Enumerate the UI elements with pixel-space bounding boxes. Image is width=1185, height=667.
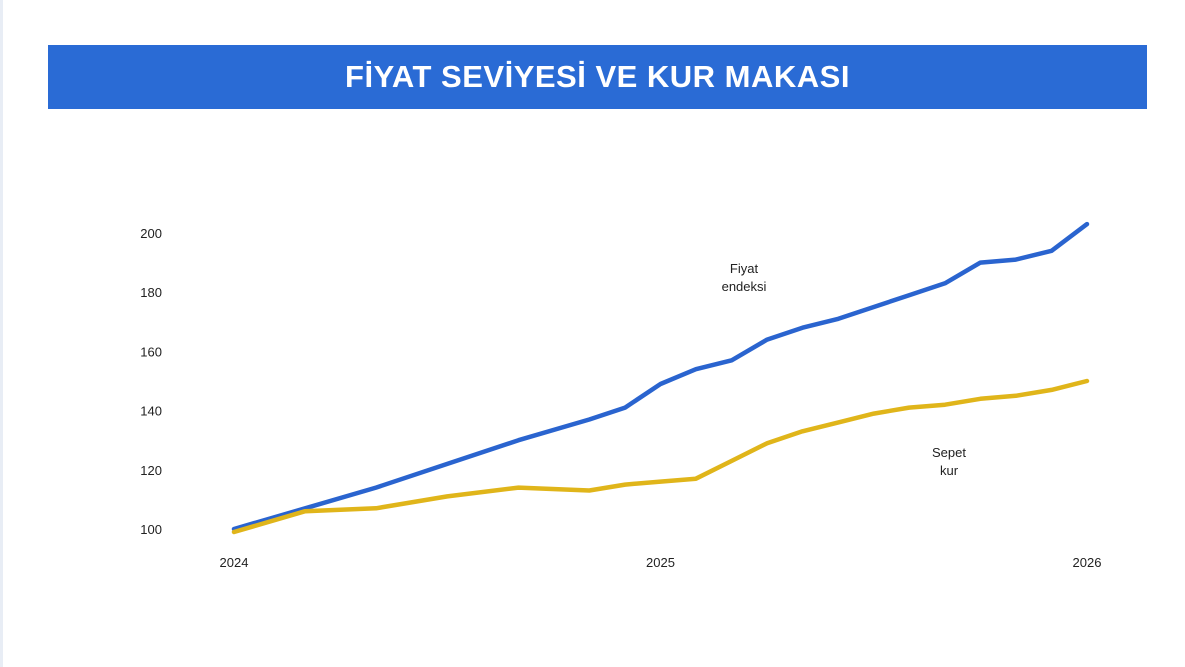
y-axis-ticks: 100 120 140 160 180 200 xyxy=(140,226,162,537)
left-frame-edge xyxy=(0,0,3,667)
y-tick-label: 100 xyxy=(140,522,162,537)
price-index-label: endeksi xyxy=(722,279,767,294)
basket-fx-label: Sepet xyxy=(932,445,966,460)
basket-fx-label: kur xyxy=(940,463,959,478)
y-tick-label: 160 xyxy=(140,344,162,359)
x-axis-ticks: 2024 2025 2026 xyxy=(220,555,1102,570)
y-tick-label: 180 xyxy=(140,285,162,300)
x-tick-label: 2024 xyxy=(220,555,249,570)
chart-title: FİYAT SEVİYESİ VE KUR MAKASI xyxy=(345,59,850,94)
x-tick-label: 2026 xyxy=(1073,555,1102,570)
series-lines xyxy=(231,221,1090,535)
y-tick-label: 140 xyxy=(140,404,162,419)
y-tick-label: 200 xyxy=(140,226,162,241)
series-annotations: Fiyat endeksi Sepet kur xyxy=(722,261,967,478)
title-bar: FİYAT SEVİYESİ VE KUR MAKASI xyxy=(48,45,1147,109)
y-tick-label: 120 xyxy=(140,463,162,478)
x-tick-label: 2025 xyxy=(646,555,675,570)
basket-fx-line xyxy=(231,378,1090,535)
price-index-line xyxy=(231,221,1090,532)
price-index-label: Fiyat xyxy=(730,261,759,276)
